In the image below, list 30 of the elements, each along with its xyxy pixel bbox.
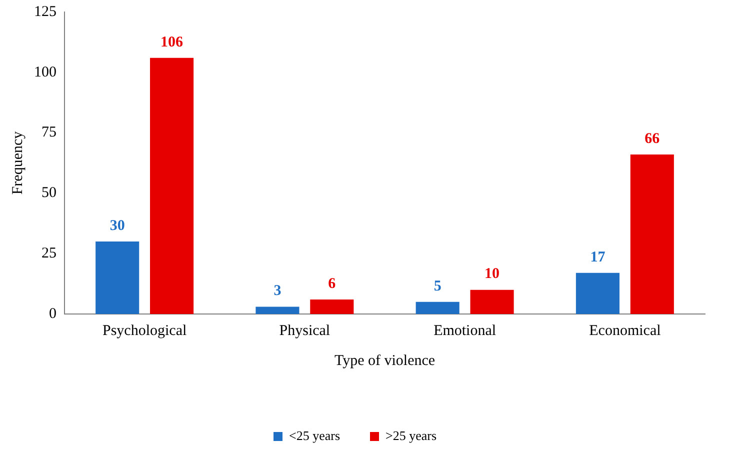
y-tick-label: 0 xyxy=(49,306,56,322)
y-axis-title: Frequency xyxy=(10,130,26,195)
y-tick-label: 25 xyxy=(42,246,56,262)
y-tick-label: 100 xyxy=(34,64,56,80)
data-label: 66 xyxy=(644,130,660,147)
y-tick-label: 75 xyxy=(42,124,56,141)
data-label: 30 xyxy=(110,218,125,234)
x-axis-title: Type of violence xyxy=(334,352,436,369)
data-label: 17 xyxy=(590,249,606,266)
y-tick-label: 50 xyxy=(42,185,56,202)
bar xyxy=(576,272,620,314)
y-tick-label: 125 xyxy=(34,4,56,20)
bar xyxy=(416,302,460,314)
bar xyxy=(630,154,674,314)
x-tick-label: Economical xyxy=(589,322,661,339)
bar xyxy=(310,300,354,314)
bar xyxy=(150,58,194,314)
bar xyxy=(96,242,140,314)
x-tick-label: Psychological xyxy=(102,322,187,339)
data-label: 3 xyxy=(274,283,282,300)
x-tick-label: Emotional xyxy=(434,322,496,339)
data-label: 10 xyxy=(484,266,500,282)
data-label: 6 xyxy=(328,276,336,292)
bar xyxy=(256,306,300,314)
legend-label: <25 years xyxy=(288,428,340,443)
data-label: 106 xyxy=(160,34,184,50)
x-tick-label: Physical xyxy=(279,322,330,339)
data-label: 5 xyxy=(434,278,442,294)
legend-label: >25 years xyxy=(386,428,437,443)
bar xyxy=(470,290,514,314)
